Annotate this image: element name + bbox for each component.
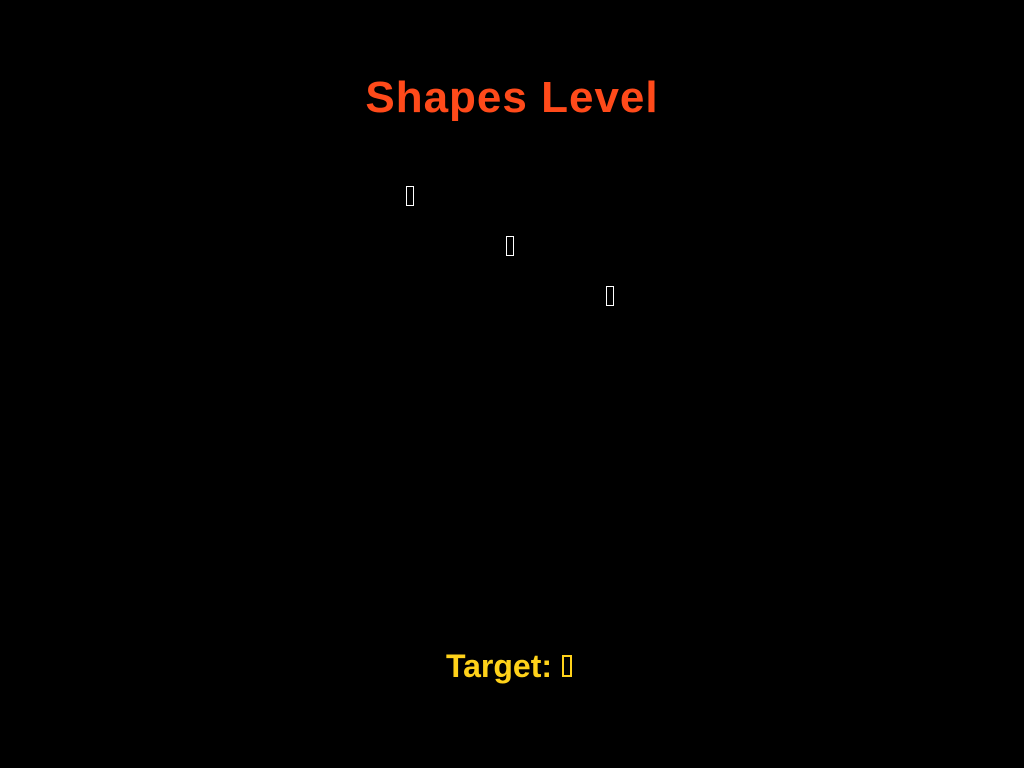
target-shape-icon bbox=[560, 646, 578, 686]
target-label: Target: bbox=[445, 648, 553, 684]
missing-glyph-icon bbox=[406, 186, 414, 206]
level-title: Shapes Level bbox=[365, 73, 659, 122]
missing-glyph-icon bbox=[506, 236, 514, 256]
shape-option-1[interactable] bbox=[397, 180, 427, 214]
shape-option-3[interactable] bbox=[597, 280, 627, 314]
shape-option-2[interactable] bbox=[497, 230, 527, 264]
missing-glyph-icon bbox=[606, 286, 614, 306]
target-indicator: Target: bbox=[0, 646, 1024, 686]
